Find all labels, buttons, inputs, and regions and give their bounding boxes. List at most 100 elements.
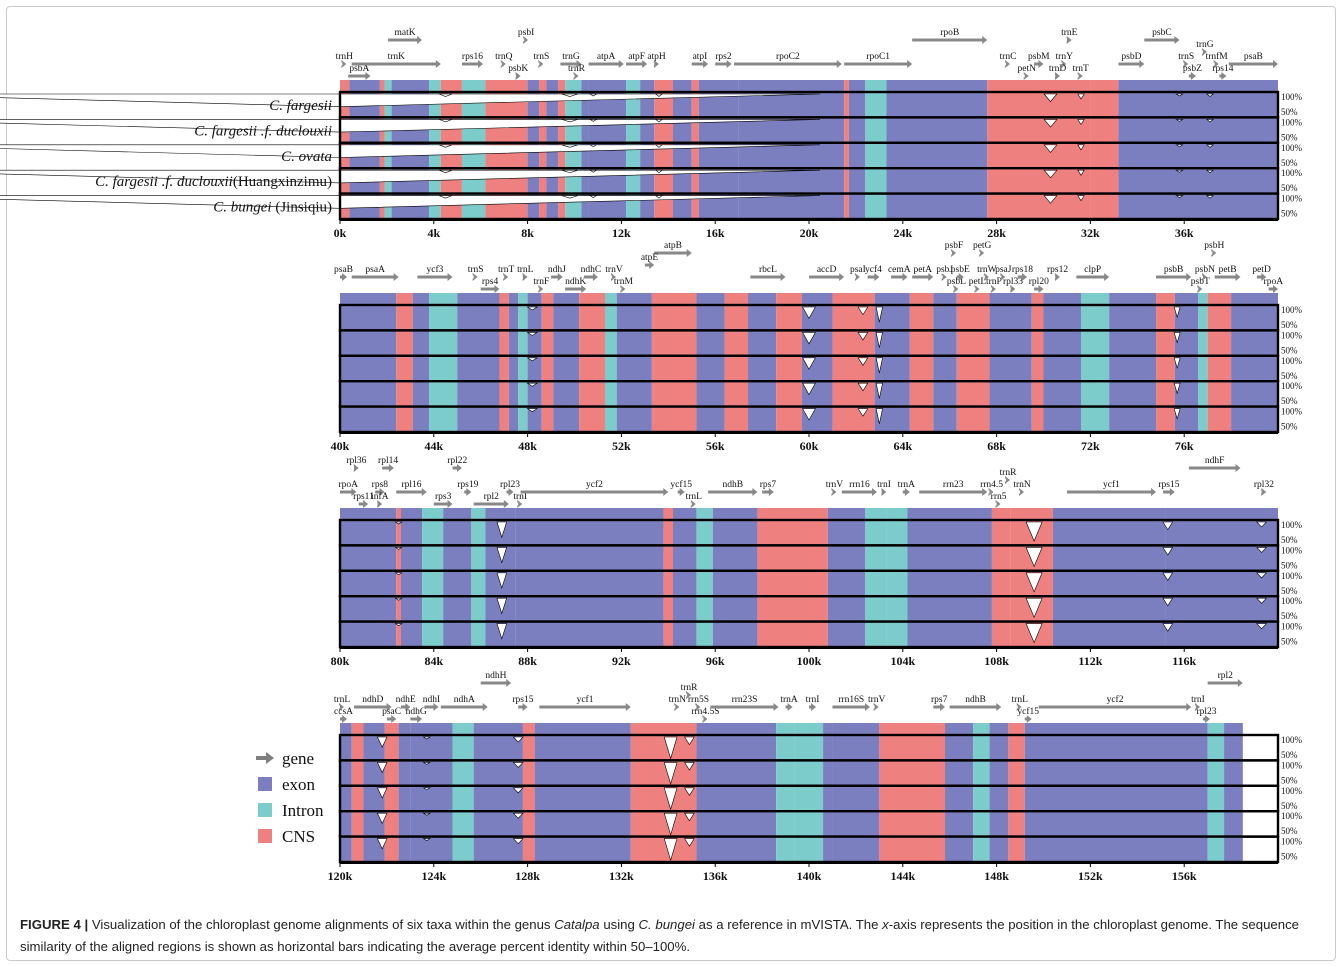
identity-block-exon [848, 168, 866, 194]
gene-arrow [1118, 60, 1145, 68]
identity-block-exon [832, 785, 880, 812]
gene-arrow [1000, 273, 1006, 281]
annotation-block-cns [1156, 293, 1175, 304]
identity-block-intron [865, 570, 887, 597]
gene-label: rpl20 [1029, 277, 1049, 287]
identity-dip [663, 762, 678, 786]
gene-arrow [1077, 72, 1083, 80]
identity-dip [1205, 144, 1215, 148]
identity-block-intron [865, 193, 887, 219]
gene-arrow [949, 703, 1002, 711]
identity-block-intron [429, 92, 441, 118]
identity-block-cns [1008, 785, 1025, 812]
identity-dip [1043, 119, 1058, 128]
taxon-name-italic: C. fargesii .f. duclouxii [95, 174, 233, 190]
gene-arrow [417, 273, 453, 281]
identity-block-exon [1043, 381, 1082, 407]
gene-label: rpl32 [1254, 480, 1274, 490]
taxon-label: C. bungei (Jinsiqiu) [213, 200, 332, 216]
gene-label: rpl2 [1218, 671, 1234, 681]
gene-label: trnV [605, 265, 623, 275]
identity-dip [654, 93, 663, 97]
identity-block-intron [471, 545, 486, 571]
gene-label: rpl2 [484, 492, 500, 502]
annotation-block-exon [398, 723, 411, 734]
identity-block-cns [987, 117, 1091, 143]
identity-block-exon [907, 545, 992, 571]
taxon-label: C. fargesii .f. duclouxii(Huangxinzimu) [95, 174, 332, 190]
annotation-block-intron [429, 293, 458, 304]
identity-block-intron [1198, 355, 1208, 382]
gene-label: ycf1 [1103, 479, 1120, 490]
identity-block-cns [541, 305, 554, 331]
identity-block-cns [909, 381, 934, 407]
gene-label: trnN [669, 695, 687, 705]
identity-dip [1256, 521, 1268, 528]
identity-block-exon [534, 760, 631, 786]
identity-block-cns [909, 355, 934, 382]
gene-label: trnL [334, 695, 351, 705]
annotation-block-intron [626, 80, 641, 91]
taxon-name-italic: C. bungei [213, 200, 271, 216]
gene-label: psbF [945, 241, 963, 251]
identity-block-exon [823, 811, 833, 837]
gene-arrow [653, 60, 659, 68]
identity-block-intron [518, 330, 528, 356]
annotation-block-exon [410, 723, 453, 734]
identity-block-exon [848, 142, 866, 169]
identity-block-cns [651, 330, 697, 356]
identity-block-exon [1043, 330, 1082, 356]
identity-block-cns [579, 406, 605, 432]
gene-arrow [1197, 285, 1203, 293]
gene-label: petD [1252, 265, 1271, 275]
gene-arrow [1144, 36, 1180, 44]
gene-arrow [351, 60, 441, 68]
identity-block-exon [412, 330, 430, 356]
identity-block-exon [886, 142, 988, 169]
identity-block-intron [429, 117, 441, 143]
identity-block-cns [558, 92, 566, 118]
gene-arrow [881, 488, 887, 496]
identity-block-cns [558, 117, 566, 143]
gene-label: ndhB [722, 480, 743, 490]
identity-block-exon [827, 570, 866, 597]
gene-label: ndhE [396, 695, 416, 705]
identity-block-exon [832, 836, 880, 862]
gene-arrow [1156, 273, 1192, 281]
identity-block-exon [748, 305, 777, 331]
identity-block-exon [527, 92, 540, 118]
identity-block-cns [651, 406, 697, 432]
identity-dip [857, 382, 869, 392]
gene-label: rpoB [940, 28, 959, 38]
identity-block-intron [1207, 735, 1225, 761]
identity-dip [1162, 521, 1174, 531]
gene-label: trnA [898, 480, 916, 490]
gene-label: rps7 [760, 480, 777, 490]
gene-label: trnV [826, 480, 844, 490]
identity-block-cns [776, 305, 802, 331]
identity-block-cns [630, 811, 697, 837]
gene-arrow [388, 36, 423, 44]
identity-block-exon [989, 735, 1009, 761]
gene-label: cemA [888, 265, 911, 275]
identity-block-exon [546, 168, 559, 194]
annotation-block-exon [874, 293, 910, 304]
taxon-name-italic: C. fargesii .f. duclouxii [194, 123, 332, 139]
identity-block-intron [886, 596, 908, 622]
gene-arrow [506, 488, 514, 496]
identity-block-intron [518, 355, 528, 382]
identity-block-cns [832, 406, 875, 432]
identity-block-intron [1198, 305, 1208, 331]
identity-block-intron [794, 735, 824, 761]
identity-block-exon [989, 305, 1032, 331]
identity-block-exon [712, 545, 758, 571]
identity-label-100: 100% [1281, 381, 1303, 391]
identity-block-exon [398, 785, 411, 812]
identity-block-exon [473, 811, 523, 837]
annotation-block-exon [457, 293, 500, 304]
identity-block-exon [886, 117, 988, 143]
identity-block-intron [865, 596, 887, 622]
annotation-block-cns [396, 508, 401, 519]
identity-block-exon [443, 570, 472, 597]
identity-block-exon [1043, 305, 1082, 331]
